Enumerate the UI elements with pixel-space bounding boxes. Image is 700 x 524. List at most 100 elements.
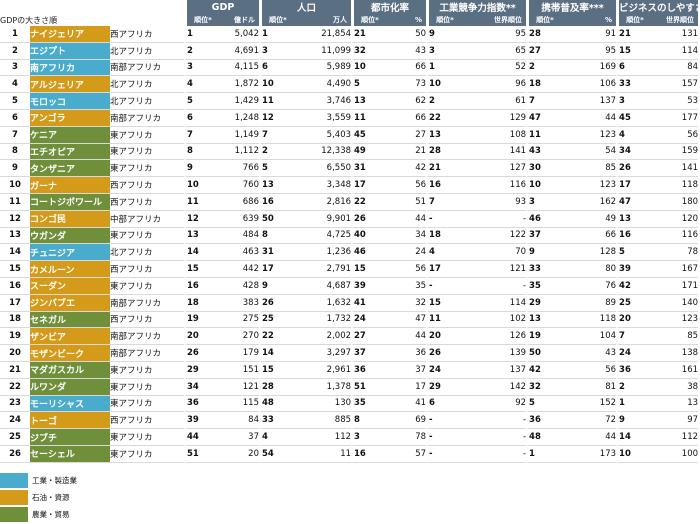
row-number: 10 <box>0 177 30 194</box>
mobile-rank: 42 <box>526 361 559 379</box>
table-row: 14 チュニジア 北アフリカ 14 463 31 1,236 46 24 4 70 9 128 5 78 <box>0 244 699 262</box>
business-rank: 17 <box>616 177 649 194</box>
business-rank: 25 <box>616 294 649 312</box>
urbanization-rank: 5 <box>351 76 384 94</box>
gdp-value: 766 <box>216 160 259 178</box>
urbanization-rank: 10 <box>351 59 384 77</box>
gdp-rank: 9 <box>184 160 216 178</box>
urbanization-value: 37 <box>383 362 427 379</box>
mobile-rank: 50 <box>526 345 559 362</box>
table-row: 7 ケニア 東アフリカ 7 1,149 7 5,403 45 27 13 108 11 123 4 56 <box>0 126 699 144</box>
row-number: 2 <box>0 43 30 60</box>
urbanization-rank: 27 <box>351 328 384 346</box>
population-value: 3,746 <box>291 93 352 110</box>
urbanization-value: 56 <box>383 177 427 194</box>
mobile-rank: 43 <box>526 143 559 161</box>
business-world-rank: 167 <box>648 261 699 278</box>
region: 東アフリカ <box>110 228 184 245</box>
gdp-rank: 26 <box>184 345 216 362</box>
gdp-value: 1,149 <box>216 127 259 144</box>
population-value: 2,002 <box>291 328 352 346</box>
mobile-value: 89 <box>558 295 617 312</box>
urbanization-value: 50 <box>383 26 427 43</box>
legend-item: 工業・製造業 <box>0 472 77 489</box>
industrial-rank: 20 <box>426 328 459 346</box>
mobile-value: 91 <box>558 26 617 43</box>
urb-value-subheader: % <box>383 14 427 26</box>
mobile-rank: 46 <box>526 210 559 228</box>
industrial-world-rank: - <box>458 446 527 463</box>
row-number: 16 <box>0 278 30 295</box>
table-row: 23 モーリシャス 東アフリカ 36 115 48 130 35 41 6 92 5 152 1 13 <box>0 395 699 413</box>
industrial-world-rank: 52 <box>458 60 527 77</box>
industrial-world-rank: 102 <box>458 312 527 329</box>
industrial-rank: - <box>426 429 459 446</box>
gdp-value: 463 <box>216 244 259 262</box>
business-world-rank: 138 <box>648 345 699 362</box>
mobile-value: 81 <box>558 379 617 396</box>
gdp-value: 484 <box>216 228 259 245</box>
mobile-rank: 36 <box>526 412 559 430</box>
mobile-value: 128 <box>558 244 617 262</box>
mobile-rank: 19 <box>526 328 559 346</box>
population-value: 11,099 <box>291 43 352 60</box>
industrial-rank: - <box>426 445 459 463</box>
mobile-rank: 32 <box>526 378 559 396</box>
mobile-rank: 30 <box>526 160 559 178</box>
population-rank: 13 <box>259 177 291 194</box>
legend-item: 農業・貿易 <box>0 506 77 523</box>
urbanization-rank: 22 <box>351 193 384 211</box>
business-world-rank: 171 <box>648 278 699 295</box>
business-world-rank: 180 <box>648 194 699 211</box>
table-row: 6 アンゴラ 南部アフリカ 6 1,248 12 3,559 11 66 22 129 47 44 45 1… <box>0 109 699 127</box>
region: 東アフリカ <box>110 278 184 295</box>
urbanization-rank: 36 <box>351 361 384 379</box>
urbanization-value: 21 <box>383 144 427 161</box>
business-world-rank: 78 <box>648 244 699 262</box>
business-rank: 5 <box>616 244 649 262</box>
ind-value-subheader: 世界順位 <box>458 14 527 26</box>
country-name: トーゴ <box>30 412 110 430</box>
gdp-rank: 1 <box>184 26 216 43</box>
urbanization-rank: 15 <box>351 261 384 278</box>
population-rank: 26 <box>259 294 291 312</box>
gdp-rank: 14 <box>184 244 216 262</box>
mobile-value: 106 <box>558 76 617 94</box>
urbanization-rank: 49 <box>351 143 384 161</box>
mobile-value: 162 <box>558 194 617 211</box>
population-rank: 48 <box>259 395 291 413</box>
business-world-rank: 118 <box>648 177 699 194</box>
urbanization-rank: 40 <box>351 227 384 245</box>
country-name: ナイジェリア <box>30 26 110 43</box>
region: 東アフリカ <box>110 160 184 178</box>
business-rank: 24 <box>616 345 649 362</box>
population-value: 1,632 <box>291 295 352 312</box>
business-world-rank: 56 <box>648 127 699 144</box>
industrial-rank: 16 <box>426 177 459 194</box>
table-row: 1 ナイジェリア 西アフリカ 1 5,042 1 21,854 21 50 9 95 28 91 21 13… <box>0 26 699 43</box>
business-world-rank: 161 <box>648 362 699 379</box>
row-number: 13 <box>0 228 30 245</box>
mobile-value: 49 <box>558 211 617 228</box>
mobile-rank: 35 <box>526 277 559 295</box>
mobile-value: 44 <box>558 110 617 127</box>
country-name: アンゴラ <box>30 109 110 127</box>
industrial-rank: 11 <box>426 311 459 329</box>
table-row: 19 ザンビア 南部アフリカ 20 270 22 2,002 27 44 20 126 19 104 7 8… <box>0 328 699 346</box>
business-world-rank: 112 <box>648 429 699 446</box>
population-rank: 2 <box>259 143 291 161</box>
country-name: モザンビーク <box>30 345 110 362</box>
business-rank: 9 <box>616 412 649 430</box>
gdp-value: 20 <box>216 446 259 463</box>
population-value: 4,725 <box>291 228 352 245</box>
industrial-rank: 22 <box>426 109 459 127</box>
row-number: 24 <box>0 412 30 430</box>
region: 西アフリカ <box>110 194 184 211</box>
mobile-value: 44 <box>558 429 617 446</box>
region: 中部アフリカ <box>110 211 184 228</box>
urbanization-rank: 39 <box>351 277 384 295</box>
gdp-value: 1,112 <box>216 144 259 161</box>
row-number: 18 <box>0 312 30 329</box>
population-rank: 15 <box>259 361 291 379</box>
urbanization-value: 47 <box>383 312 427 329</box>
